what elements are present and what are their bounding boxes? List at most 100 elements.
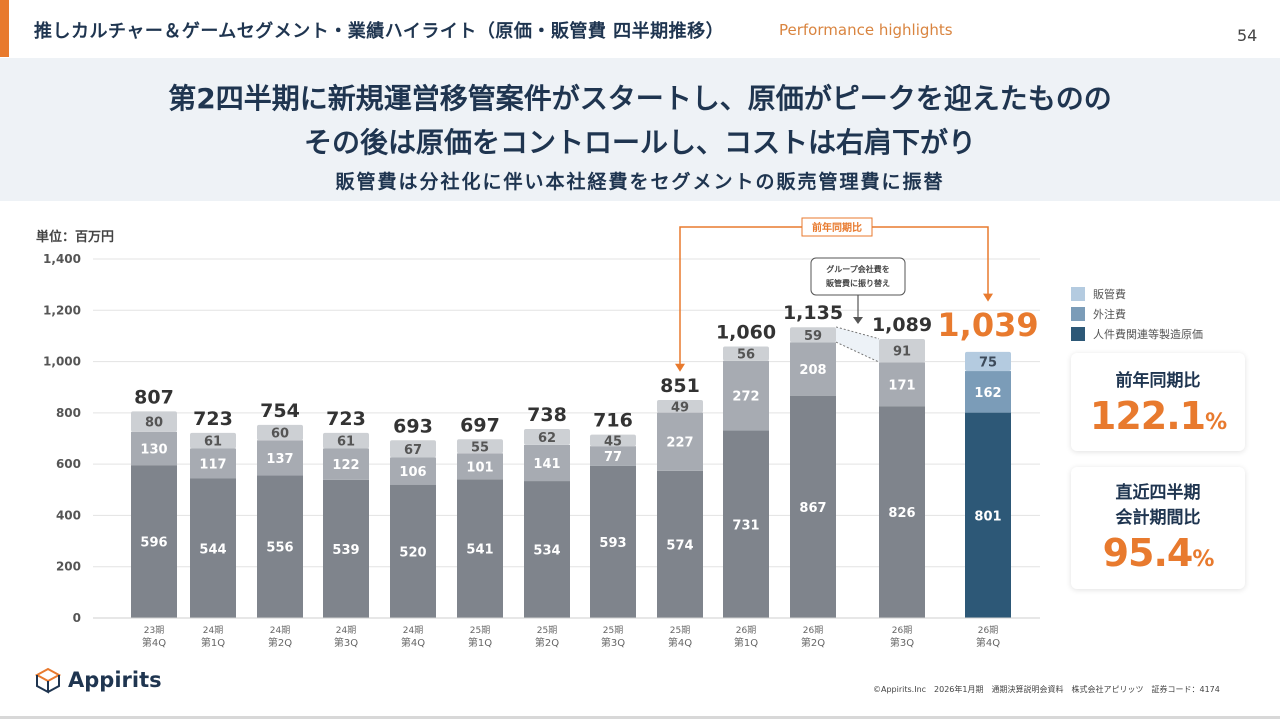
bar-segment-outsourcing — [524, 444, 570, 482]
headline-line-1: 第2四半期に新規運営移管案件がスタートし、原価がピークを迎えたものの — [168, 82, 1112, 115]
bar-segment-outsourcing — [723, 360, 769, 431]
segment-label: 556 — [266, 541, 293, 556]
segment-label: 534 — [533, 544, 560, 559]
total-label: 807 — [134, 386, 174, 408]
segment-label: 826 — [888, 506, 915, 521]
x-tick-label-period: 25期 — [537, 625, 557, 636]
unit-label: 単位：百万円 — [36, 230, 115, 245]
arrow-down-icon — [983, 293, 993, 302]
bar-segment-cost — [790, 395, 836, 618]
bar-segment-cost — [390, 484, 436, 618]
page-number: 54 — [1237, 26, 1258, 45]
segment-label: 162 — [974, 386, 1001, 401]
bar-segment-outsourcing — [790, 342, 836, 396]
segment-label: 77 — [604, 450, 622, 465]
legend-item-outsourcing: 外注費 — [1071, 304, 1203, 324]
bar-segment-sga — [190, 432, 236, 449]
bar-segment-cost — [190, 478, 236, 618]
bar-segment-cost — [965, 412, 1011, 618]
footer-copyright: ©Appirits.Inc 2026年1月期 通期決算説明会資料 株式会社アピリ… — [873, 685, 1220, 694]
segment-label: 731 — [732, 518, 759, 533]
transfer-note-line-1: グループ会社費を — [826, 264, 890, 274]
x-tick-label-period: 23期 — [144, 625, 164, 636]
x-tick-label-period: 26期 — [978, 625, 998, 636]
x-tick-label-quarter: 第4Q — [142, 636, 166, 649]
footer-divider — [0, 716, 1280, 719]
x-tick-label-quarter: 第4Q — [401, 636, 425, 649]
legend-item-cost: 人件費関連等製造原価 — [1071, 324, 1203, 344]
bar-segment-cost — [657, 470, 703, 618]
yoy-card-value: 122.1% — [1071, 394, 1245, 438]
y-tick-label: 200 — [56, 560, 81, 574]
x-tick-label-quarter: 第3Q — [601, 636, 625, 649]
sga-transfer-shade — [836, 326, 879, 363]
bar-segment-sga — [131, 411, 177, 432]
bar-segment-cost — [323, 479, 369, 618]
bar-segment-sga — [790, 327, 836, 343]
segment-label: 272 — [732, 390, 759, 405]
x-tick-label-period: 24期 — [270, 625, 290, 636]
segment-label: 596 — [140, 536, 167, 551]
cube-logo-icon — [34, 667, 62, 694]
yoy-value-number: 122.1 — [1089, 394, 1206, 438]
qoq-value-unit: % — [1192, 547, 1214, 572]
qoq-card-value: 95.4% — [1071, 531, 1245, 575]
legend-swatch — [1071, 327, 1085, 341]
segment-label: 539 — [332, 543, 359, 558]
qoq-card: 直近四半期 会計期間比 95.4% — [1071, 467, 1245, 589]
total-label: 1,089 — [872, 314, 932, 336]
headline-line-2: その後は原価をコントロールし、コストは右肩下がり — [303, 126, 976, 159]
qoq-card-label-2: 会計期間比 — [1115, 508, 1201, 528]
bar-segment-outsourcing — [590, 446, 636, 466]
segment-label: 55 — [471, 440, 489, 455]
company-logo: Appirits — [34, 666, 162, 694]
qoq-value-number: 95.4 — [1102, 531, 1194, 575]
bar-segment-cost — [590, 465, 636, 618]
bar-segment-sga — [657, 400, 703, 413]
x-tick-label-quarter: 第4Q — [976, 636, 1000, 649]
x-tick-label-period: 26期 — [736, 625, 756, 636]
segment-label: 208 — [799, 363, 826, 378]
bar-segment-sga — [390, 440, 436, 458]
bar-segment-outsourcing — [257, 440, 303, 476]
segment-label: 62 — [538, 431, 556, 446]
segment-label: 45 — [604, 434, 622, 449]
sga-transfer-dotted-line — [835, 326, 880, 340]
y-tick-label: 1,200 — [43, 303, 81, 317]
x-tick-label-quarter: 第1Q — [201, 636, 225, 649]
x-tick-label-period: 24期 — [403, 625, 423, 636]
legend-label: 外注費 — [1093, 308, 1126, 321]
bar-segment-sga — [590, 434, 636, 447]
bar-segment-cost — [524, 481, 570, 618]
x-tick-label-period: 25期 — [670, 625, 690, 636]
total-label: 723 — [326, 408, 366, 430]
segment-label: 544 — [199, 542, 226, 557]
x-tick-label-period: 25期 — [470, 625, 490, 636]
segment-label: 117 — [199, 458, 226, 473]
headline-subline: 販管費は分社化に伴い本社経費をセグメントの販売管理費に振替 — [335, 171, 945, 193]
segment-label: 59 — [804, 329, 822, 344]
segment-label: 122 — [332, 458, 359, 473]
x-tick-label-period: 26期 — [892, 625, 912, 636]
transfer-note-box — [810, 257, 906, 296]
bar-segment-outsourcing — [965, 371, 1011, 413]
total-label: 1,060 — [716, 321, 776, 343]
legend-label: 人件費関連等製造原価 — [1093, 328, 1203, 341]
segment-label: 91 — [893, 345, 911, 360]
total-label: 693 — [393, 415, 433, 437]
segment-label: 867 — [799, 501, 826, 516]
segment-label: 61 — [337, 435, 355, 450]
bar-segment-outsourcing — [131, 431, 177, 466]
yoy-bracket-label-box — [801, 217, 873, 237]
bar-segment-sga — [965, 351, 1011, 372]
total-label: 697 — [460, 414, 500, 436]
headline-banner: 第2四半期に新規運営移管案件がスタートし、原価がピークを迎えたものの その後は原… — [0, 58, 1280, 201]
yoy-bracket-label: 前年同期比 — [812, 221, 862, 234]
total-label: 1,039 — [937, 306, 1038, 344]
legend-swatch — [1071, 287, 1085, 301]
y-tick-label: 800 — [56, 406, 81, 420]
y-tick-label: 1,400 — [43, 252, 81, 266]
bar-segment-cost — [257, 475, 303, 618]
x-tick-label-quarter: 第1Q — [468, 636, 492, 649]
